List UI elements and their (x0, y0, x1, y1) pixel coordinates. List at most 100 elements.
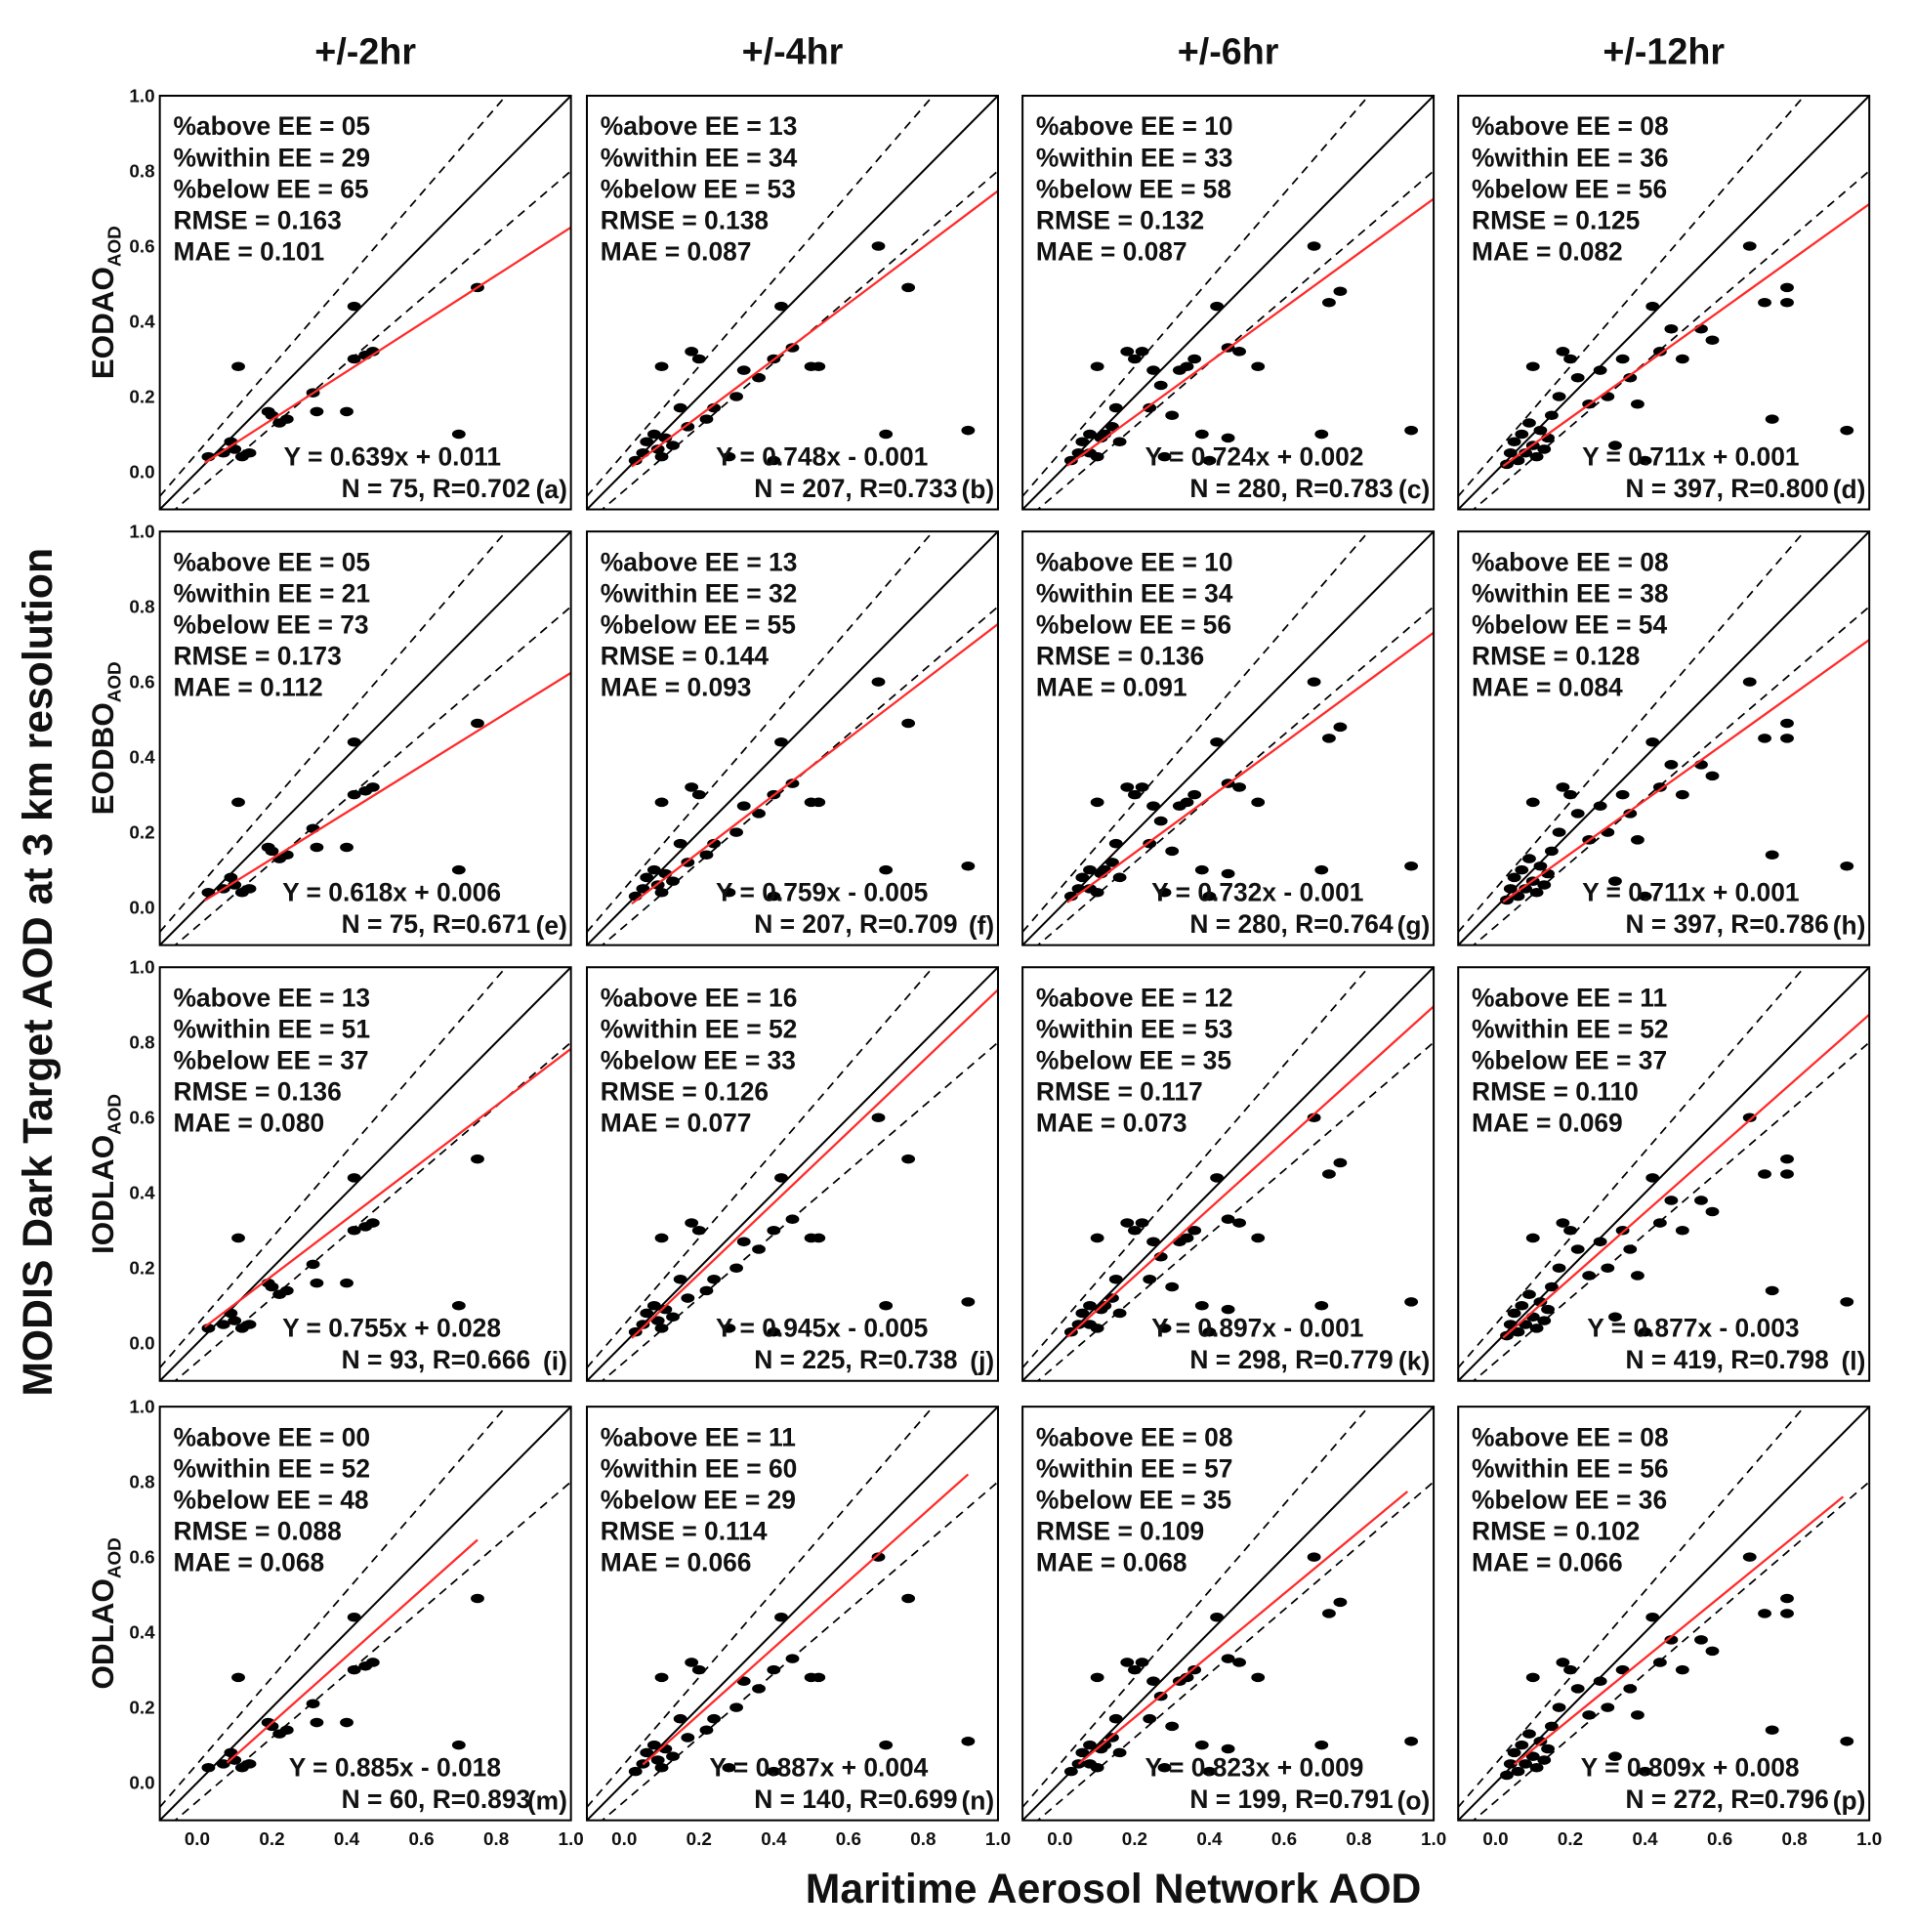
scatter-panel: %above EE = 05%within EE = 29%below EE =… (129, 85, 572, 511)
data-point (310, 406, 324, 417)
data-point (1221, 433, 1235, 443)
stat-text: %within EE = 51 (173, 1015, 370, 1044)
stat-text: %below EE = 53 (601, 174, 796, 203)
data-point (1742, 1113, 1757, 1123)
data-point (1608, 1751, 1622, 1761)
data-point (1232, 782, 1246, 792)
regression-line (226, 1538, 479, 1764)
data-point (1090, 451, 1104, 462)
data-point (1063, 891, 1078, 902)
data-point (306, 1259, 320, 1270)
y-tick-label: 0.4 (129, 1183, 155, 1203)
data-point (1537, 880, 1552, 890)
data-point (961, 1737, 976, 1746)
ee-upper-line (159, 96, 508, 497)
ee-upper-line (1022, 1407, 1370, 1808)
data-point (1075, 1747, 1090, 1758)
stat-text: RMSE = 0.173 (173, 641, 341, 670)
stat-text: MAE = 0.077 (601, 1109, 752, 1138)
data-point (774, 1173, 788, 1183)
data-point (1623, 809, 1638, 819)
data-point (1522, 854, 1536, 863)
data-point (1128, 1664, 1142, 1675)
data-point (1157, 887, 1172, 898)
data-point (1120, 782, 1135, 792)
stat-text: %above EE = 13 (601, 547, 798, 576)
panel-letter: (e) (536, 910, 567, 940)
data-point (1570, 1244, 1585, 1254)
data-point (1128, 354, 1142, 364)
stat-text: %below EE = 56 (1036, 609, 1231, 639)
data-point (1194, 429, 1209, 440)
regression-line (1502, 202, 1870, 468)
stat-text: %within EE = 52 (1472, 1015, 1669, 1044)
data-point (1165, 1721, 1180, 1732)
data-point (1063, 1766, 1078, 1777)
stat-text: MAE = 0.068 (1036, 1548, 1187, 1577)
stat-text: MAE = 0.068 (173, 1548, 324, 1577)
data-point (1533, 425, 1548, 436)
data-point (1563, 1664, 1577, 1675)
ee-lower-line (174, 1041, 571, 1381)
panel-frame (1021, 530, 1436, 946)
scatter-panel: %above EE = 16 %within EE = 52%below EE =… (585, 966, 999, 1382)
data-point (640, 872, 654, 883)
data-point (1556, 1218, 1570, 1228)
data-point (1251, 1233, 1266, 1243)
row-label: ODLAOAOD (86, 1537, 125, 1689)
ee-upper-line (159, 531, 508, 933)
data-point (640, 1308, 654, 1319)
data-point (1322, 734, 1336, 743)
panel-letter: (o) (1397, 1785, 1431, 1815)
scatter-panel: %above EE = 08%within EE = 36%below EE =… (1457, 95, 1871, 511)
data-point (1090, 1672, 1104, 1683)
data-point (1675, 1664, 1689, 1675)
stat-text: %within EE = 56 (1472, 1453, 1669, 1483)
stat-text: %above EE = 12 (1036, 983, 1233, 1012)
data-point (1112, 872, 1127, 883)
data-point (729, 1702, 743, 1712)
data-point (1251, 1672, 1266, 1683)
row-label-subscript: AOD (104, 1094, 124, 1135)
data-point (1705, 1646, 1720, 1657)
panel-letter: (f) (969, 910, 994, 940)
data-point (1601, 1263, 1615, 1274)
row-label-subscript: AOD (104, 1537, 124, 1578)
regression-equation: Y = 0.711x + 0.001 (1582, 441, 1799, 471)
row-label-text: EODBO (86, 702, 120, 815)
data-point (1202, 891, 1217, 902)
stat-text: RMSE = 0.138 (601, 205, 769, 234)
scatter-panel: %above EE = 11%within EE = 60%below EE =… (585, 1406, 1011, 1849)
one-to-one-line (586, 1407, 998, 1821)
data-point (1515, 1300, 1529, 1311)
data-point (650, 444, 665, 454)
data-point (347, 789, 361, 800)
ee-lower-line (1472, 1481, 1870, 1821)
data-point (1522, 1289, 1536, 1299)
panel-letter: (m) (527, 1785, 567, 1815)
regression-line (1066, 197, 1435, 467)
data-point (279, 1725, 294, 1736)
data-point (1112, 1747, 1127, 1758)
data-point (1742, 1552, 1757, 1562)
data-point (1652, 1218, 1667, 1228)
y-tick-label: 0.0 (129, 1333, 154, 1354)
x-tick-label: 0.6 (1271, 1828, 1297, 1849)
data-point (1758, 297, 1771, 308)
data-point (347, 301, 361, 312)
data-point (347, 354, 361, 364)
data-point (1556, 1658, 1570, 1667)
data-point (1075, 437, 1090, 446)
data-point (1638, 1326, 1652, 1337)
stat-text: %below EE = 35 (1036, 1485, 1231, 1514)
data-point (774, 736, 788, 747)
data-point (1187, 1664, 1202, 1675)
data-point (1507, 1308, 1521, 1319)
ee-lower-line (174, 170, 571, 510)
scatter-panel: %above EE = 00%within EE = 52%below EE =… (129, 1396, 583, 1848)
data-point (1758, 1609, 1771, 1618)
data-point (722, 1323, 736, 1333)
stat-text: %within EE = 34 (601, 143, 798, 172)
data-point (1083, 1300, 1097, 1311)
panel-frame (585, 1406, 999, 1822)
